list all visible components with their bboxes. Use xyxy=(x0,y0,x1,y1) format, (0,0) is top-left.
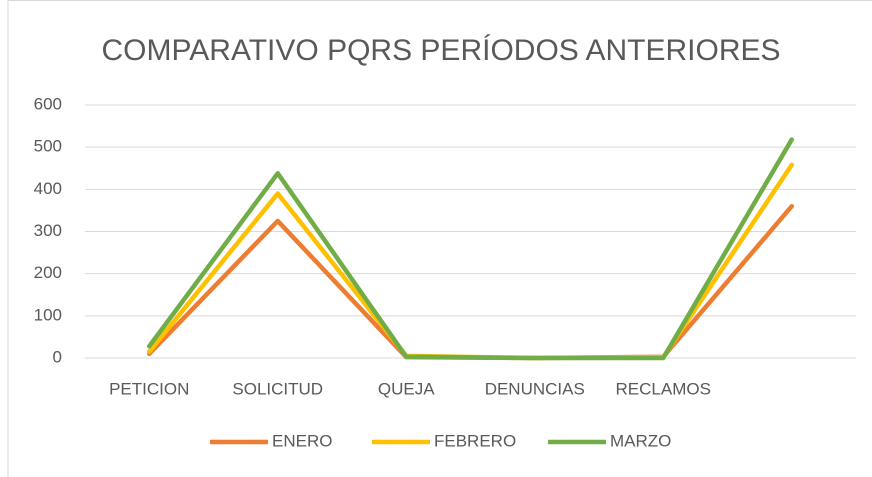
y-tick-label: 0 xyxy=(53,347,62,366)
x-tick-label: RECLAMOS xyxy=(616,379,711,398)
y-tick-label: 300 xyxy=(34,221,62,240)
chart-title: COMPARATIVO PQRS PERÍODOS ANTERIORES xyxy=(102,34,781,67)
y-tick-label: 600 xyxy=(34,94,62,113)
legend-label: MARZO xyxy=(610,431,671,450)
series-line xyxy=(147,137,794,361)
legend-label: FEBRERO xyxy=(434,431,516,450)
x-tick-label: QUEJA xyxy=(378,379,435,398)
y-tick-label: 200 xyxy=(34,263,62,282)
legend-label: ENERO xyxy=(272,431,332,450)
y-tick-label: 500 xyxy=(34,137,62,156)
x-tick-label: DENUNCIAS xyxy=(485,379,585,398)
x-tick-label: SOLICITUD xyxy=(232,379,323,398)
x-tick-label: PETICION xyxy=(109,379,189,398)
y-tick-label: 100 xyxy=(34,305,62,324)
y-tick-label: 400 xyxy=(34,179,62,198)
chart-border xyxy=(7,0,872,477)
